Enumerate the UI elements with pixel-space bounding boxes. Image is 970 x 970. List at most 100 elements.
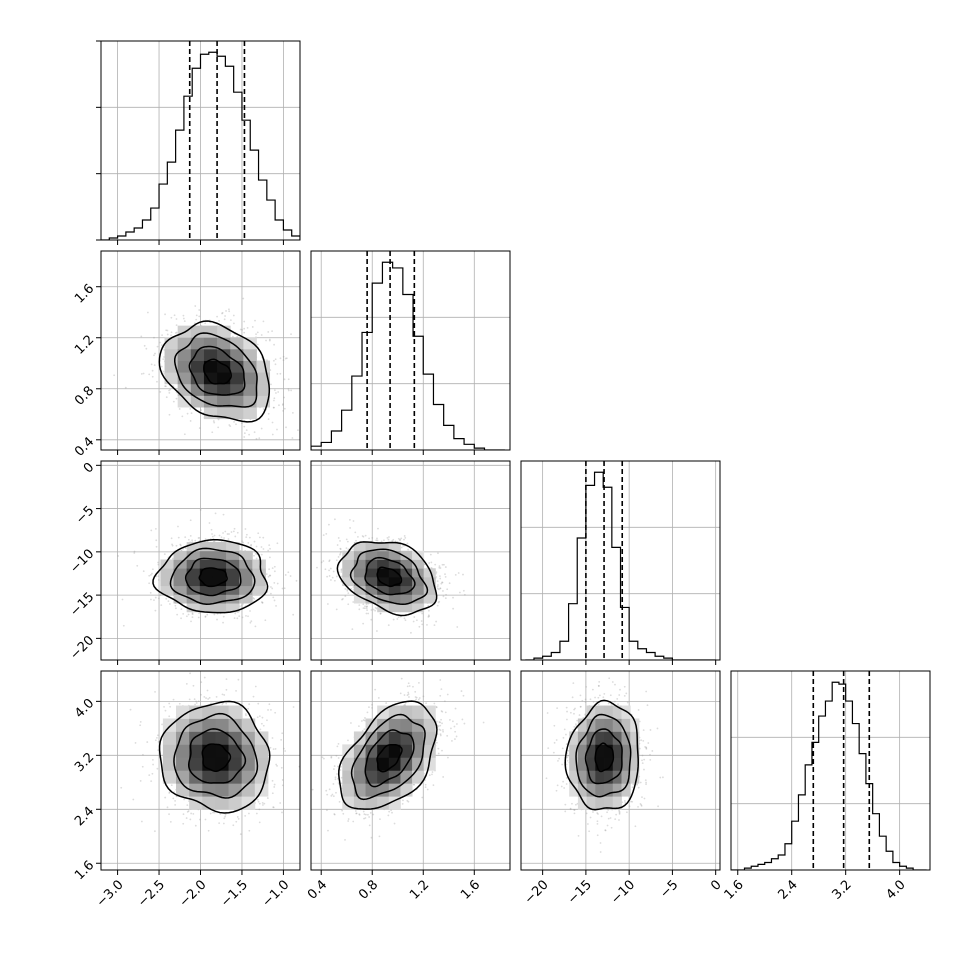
density-cell [186, 576, 201, 587]
density-cell [604, 757, 614, 771]
density-cell [400, 568, 413, 578]
density-cell [400, 744, 413, 758]
density-cell [202, 731, 216, 745]
histogram-panel: 1.6 2.4 3.2 4.0 [722, 670, 931, 903]
y-tick-label: 0.8 [72, 383, 97, 408]
density-cell [160, 585, 174, 595]
density-cell [177, 348, 192, 361]
density-cell [569, 757, 579, 771]
density-cell [586, 796, 596, 810]
density-cell [230, 360, 244, 373]
y-tick-label: −5 [73, 503, 97, 527]
density-cell [586, 731, 596, 745]
density-cell [604, 718, 614, 732]
density-cell [342, 568, 355, 578]
density-cell [612, 705, 622, 719]
density-cell [230, 395, 244, 408]
density-cell [400, 603, 413, 613]
x-tick-label: −2.5 [135, 877, 168, 910]
density-cell [388, 594, 401, 604]
density-cell [365, 550, 378, 560]
histogram-step [525, 471, 716, 660]
density-cell [173, 585, 188, 595]
panel-frame [730, 670, 931, 871]
density-cell [239, 585, 253, 595]
density-cell [377, 718, 390, 732]
density-cells [342, 705, 436, 810]
density-cell [423, 731, 436, 745]
density-cell [595, 796, 605, 810]
histogram-step [101, 51, 300, 240]
density-cell [621, 705, 631, 719]
density-cell [412, 744, 425, 758]
density-cell [630, 731, 640, 745]
density-cell [595, 744, 605, 758]
density-cell [160, 576, 174, 587]
density-cell [226, 568, 240, 578]
density-cell [212, 594, 227, 604]
contour-line [376, 566, 403, 588]
density-panel: 0.4 0.8 1.2 1.6 [305, 670, 511, 903]
x-tick-label: −5 [657, 877, 681, 901]
density-cell [621, 783, 631, 797]
density-cell [215, 744, 229, 758]
density-cell [212, 550, 227, 560]
density-cell [256, 383, 271, 396]
y-tick-label: 1.6 [72, 858, 97, 883]
density-cell [199, 594, 214, 604]
density-cell [243, 372, 257, 385]
density-cell [377, 603, 390, 613]
density-cell [377, 585, 390, 595]
density-cell [186, 550, 201, 560]
density-cell [377, 744, 390, 758]
density-cell [423, 576, 436, 587]
density-cell [177, 360, 192, 373]
x-tick-label: −15 [565, 877, 595, 907]
density-cell [586, 705, 596, 719]
density-cell [202, 770, 216, 784]
density-cell [621, 718, 631, 732]
density-cell [630, 757, 640, 771]
density-cell [577, 718, 588, 732]
density-cell [203, 348, 218, 361]
density-cell [239, 568, 253, 578]
density-cell [189, 744, 203, 758]
density-cell [226, 594, 240, 604]
panel-frame [520, 460, 721, 661]
density-cell [186, 568, 201, 578]
density-cell [569, 744, 579, 758]
density-panel [310, 460, 511, 665]
density-cell [212, 576, 227, 587]
density-cell [243, 407, 257, 420]
density-cell [202, 744, 216, 758]
x-tick-label: 1.6 [458, 877, 483, 902]
density-cell [586, 718, 596, 732]
density-cell [630, 770, 640, 784]
density-cell [212, 568, 227, 578]
density-cell [569, 770, 579, 784]
contour-line [349, 548, 429, 606]
density-cell [342, 783, 355, 797]
density-cell [228, 796, 243, 810]
density-cell [612, 744, 622, 758]
density-cell [353, 594, 366, 604]
density-cells [162, 705, 269, 810]
density-cell [412, 576, 425, 587]
density-cell [342, 559, 355, 569]
x-tick-label: 4.0 [883, 877, 908, 902]
density-cell [230, 337, 244, 350]
density-cell [228, 770, 243, 784]
density-cell [586, 744, 596, 758]
density-cell [400, 576, 413, 587]
x-tick-label: −1.5 [218, 877, 251, 910]
density-cell [217, 348, 231, 361]
density-cell [226, 576, 240, 587]
density-cell [577, 796, 588, 810]
density-cell [186, 594, 201, 604]
density-cell [215, 783, 229, 797]
density-cell [388, 744, 401, 758]
density-cell [412, 770, 425, 784]
density-cell [256, 360, 271, 373]
density-cell [215, 757, 229, 771]
contour-line [173, 332, 258, 408]
